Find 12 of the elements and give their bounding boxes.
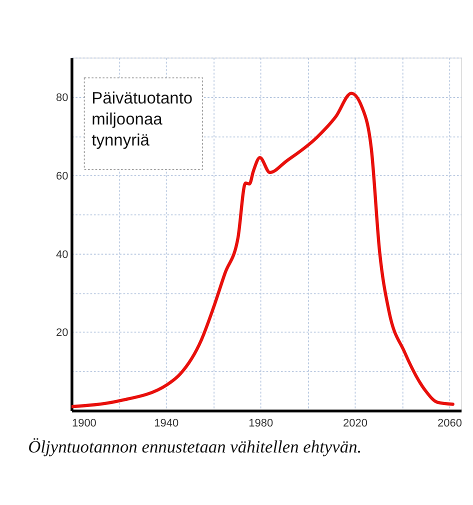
- line-series: [72, 92, 454, 408]
- x-tick-label: 1940: [154, 418, 179, 430]
- x-tick-label: 2020: [343, 418, 368, 430]
- y-tick-label: 40: [56, 248, 68, 261]
- y-tick-label: 20: [56, 327, 68, 340]
- x-tick-label: 1900: [72, 418, 96, 430]
- text: Öljyntuotannon ennustetaan vähitellen ehtyvän.: [28, 436, 362, 457]
- x-tick-label: 1980: [248, 418, 274, 430]
- y-tick-label: 80: [56, 92, 68, 104]
- x-tick-label: 2060: [437, 418, 462, 430]
- y-axis-title: Päivätuotanto miljoonaa tynnyriä: [92, 89, 193, 150]
- y-tick-label: 60: [56, 170, 68, 182]
